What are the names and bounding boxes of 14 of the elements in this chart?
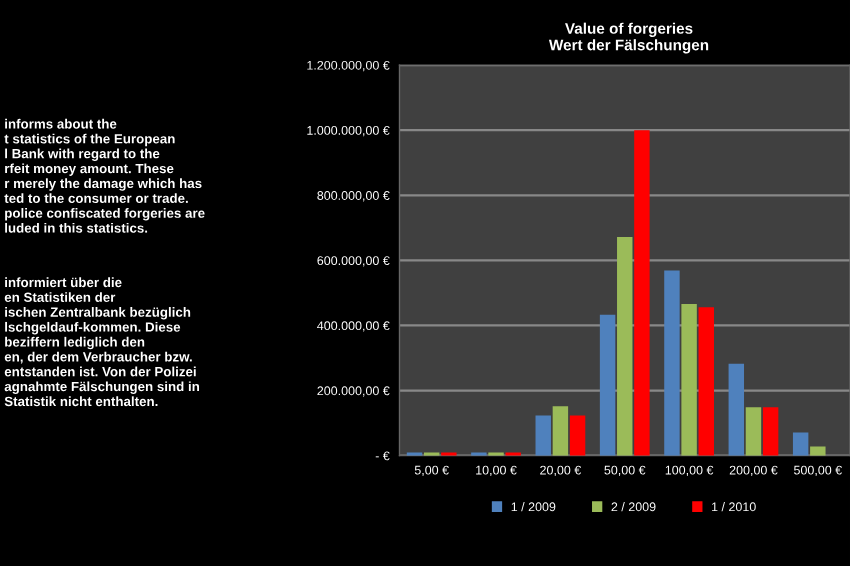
bar <box>634 130 650 456</box>
bar <box>681 303 697 456</box>
bar <box>792 432 809 456</box>
bar <box>569 415 586 456</box>
bar <box>728 363 745 456</box>
bar <box>535 415 551 456</box>
bar <box>810 446 826 456</box>
bar <box>552 406 569 456</box>
bar <box>617 236 633 456</box>
bar <box>664 270 680 456</box>
bar <box>698 307 714 456</box>
bar <box>762 407 779 456</box>
bar <box>599 314 616 456</box>
bar <box>745 407 762 456</box>
